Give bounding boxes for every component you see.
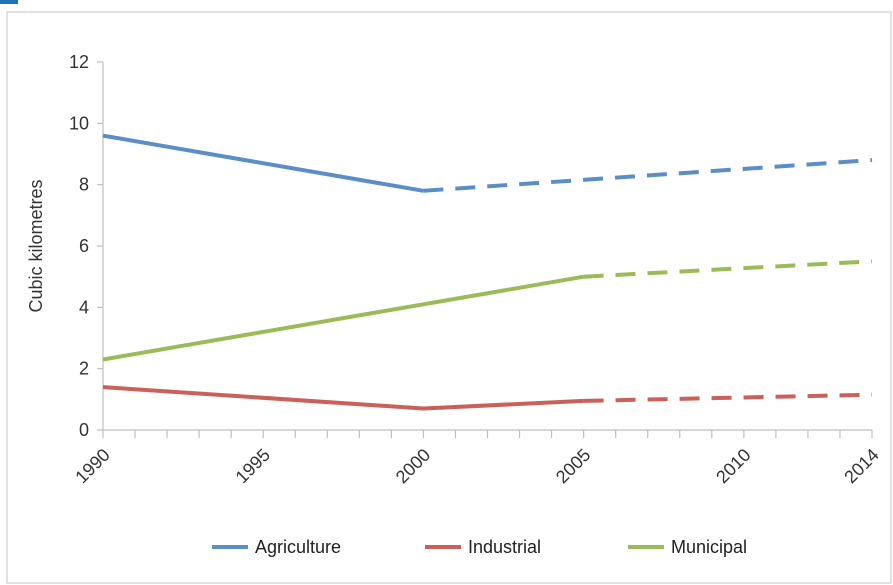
municipal-legend-label: Municipal (671, 537, 747, 557)
y-tick-label: 10 (69, 113, 89, 133)
agriculture-series-line (102, 133, 424, 193)
municipal-series-line (102, 274, 584, 362)
y-tick-label: 8 (79, 175, 89, 195)
agriculture-legend-label: Agriculture (255, 537, 341, 557)
legend: Agriculture Industrial Municipal (212, 537, 747, 557)
industrial-projection-line (583, 392, 873, 403)
industrial-series-line (102, 385, 584, 411)
agriculture-projection-line (423, 158, 873, 193)
y-tick-label: 4 (79, 297, 89, 317)
y-axis-ticks: 0 2 4 6 8 10 12 (69, 52, 103, 440)
header-bar (0, 0, 18, 4)
y-tick-label: 6 (79, 236, 89, 256)
y-tick-label: 0 (79, 420, 89, 440)
y-axis-title: Cubic kilometres (26, 179, 46, 312)
municipal-projection-line (583, 259, 873, 279)
series-lines (102, 133, 873, 411)
industrial-legend-label: Industrial (468, 537, 541, 557)
y-tick-label: 2 (79, 359, 89, 379)
y-tick-label: 12 (69, 52, 89, 72)
chart-frame (6, 11, 892, 584)
